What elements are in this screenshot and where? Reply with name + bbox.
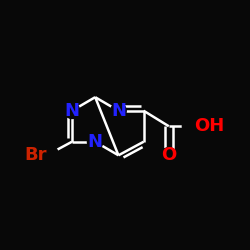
Text: N: N (88, 133, 103, 151)
Circle shape (88, 134, 103, 150)
Text: N: N (64, 102, 80, 120)
Circle shape (161, 148, 176, 163)
Circle shape (35, 144, 58, 167)
Circle shape (64, 103, 80, 118)
Circle shape (182, 114, 206, 138)
Text: OH: OH (194, 117, 224, 135)
Text: Br: Br (24, 146, 47, 164)
Text: O: O (161, 146, 176, 164)
Circle shape (111, 103, 126, 118)
Text: N: N (111, 102, 126, 120)
